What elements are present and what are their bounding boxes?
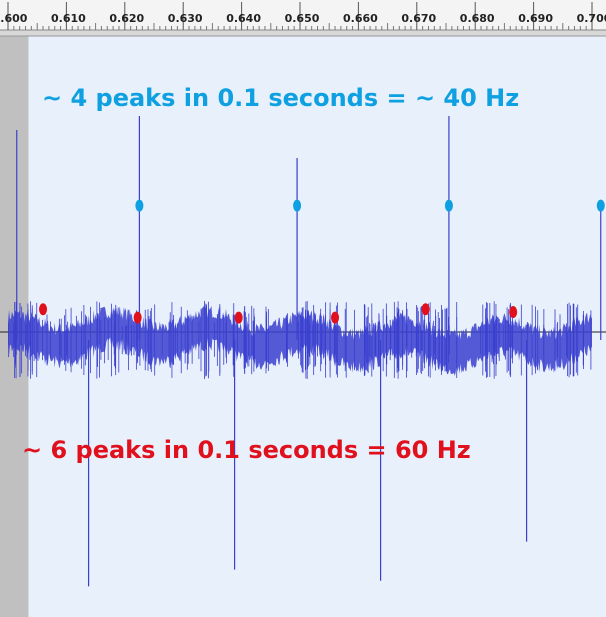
red-peak-marker <box>133 311 142 324</box>
annotation-blue: ~ 4 peaks in 0.1 seconds = ~ 40 Hz <box>42 84 519 112</box>
red-peak-marker <box>234 311 243 324</box>
blue-peak-marker <box>293 199 302 212</box>
red-peak-marker <box>509 306 518 318</box>
annotation-red: ~ 6 peaks in 0.1 seconds = 60 Hz <box>22 436 471 464</box>
ruler-track <box>0 30 606 36</box>
x-tick-label: 0.610 <box>51 12 86 25</box>
peak-markers <box>39 199 605 324</box>
ruler-background[interactable] <box>0 0 606 30</box>
x-tick-label: 0.690 <box>518 12 553 25</box>
x-tick-label: 0.650 <box>285 12 320 25</box>
x-tick-label: 0.640 <box>226 12 261 25</box>
time-ruler[interactable]: 0.600 0.610 0.620 0.630 0.640 0.650 0.660 0.670… <box>0 0 606 37</box>
x-tick-label: 0.680 <box>460 12 495 25</box>
x-tick-label: 0.630 <box>168 12 203 25</box>
red-peak-marker <box>39 303 48 316</box>
red-peak-marker <box>331 311 340 324</box>
blue-peak-marker <box>444 199 453 212</box>
x-tick-label: 0.670 <box>401 12 436 25</box>
blue-peak-marker <box>596 199 605 212</box>
x-tick-label: 0.700 <box>577 12 606 25</box>
waveform <box>0 116 606 587</box>
x-tick-label: 0.660 <box>343 12 378 25</box>
x-tick-label: 0.620 <box>109 12 144 25</box>
blue-peak-marker <box>135 199 144 212</box>
x-tick-label: 0.600 <box>0 12 28 25</box>
red-peak-marker <box>421 303 430 316</box>
